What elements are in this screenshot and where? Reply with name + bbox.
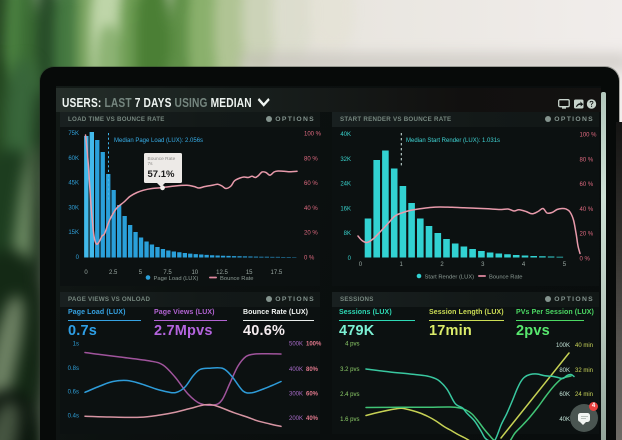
- svg-text:100 %: 100 %: [304, 132, 322, 138]
- svg-text:0.6s: 0.6s: [68, 390, 79, 396]
- svg-text:60 %: 60 %: [304, 181, 318, 187]
- svg-text:3.2 pvs: 3.2 pvs: [340, 367, 359, 373]
- svg-text:2.5: 2.5: [109, 270, 118, 276]
- svg-text:40K: 40K: [559, 417, 570, 423]
- svg-text:0 %: 0 %: [304, 256, 315, 262]
- svg-text:1.6 pvs: 1.6 pvs: [340, 417, 359, 423]
- svg-text:24K: 24K: [340, 182, 351, 188]
- svg-text:7.5: 7.5: [163, 270, 172, 276]
- svg-text:80K: 80K: [559, 368, 570, 374]
- svg-text:40 %: 40 %: [580, 207, 594, 213]
- svg-text:10: 10: [191, 270, 198, 276]
- svg-text:0: 0: [348, 256, 352, 262]
- svg-text:5: 5: [563, 262, 567, 268]
- svg-text:500K: 500K: [289, 342, 303, 348]
- svg-text:100 %: 100 %: [580, 133, 598, 139]
- svg-text:8K: 8K: [344, 231, 351, 237]
- svg-text:75K: 75K: [68, 131, 79, 137]
- svg-text:400K: 400K: [289, 367, 303, 373]
- svg-text:300K: 300K: [289, 392, 303, 398]
- svg-text:0.8s: 0.8s: [68, 366, 79, 372]
- svg-text:60K: 60K: [559, 392, 570, 398]
- svg-text:80 %: 80 %: [304, 156, 318, 162]
- svg-text:4: 4: [522, 262, 526, 268]
- svg-text:40K: 40K: [340, 132, 351, 138]
- svg-text:Median Start Render (LUX): 1.0: Median Start Render (LUX): 1.031s: [406, 138, 500, 144]
- svg-text:0: 0: [76, 255, 80, 261]
- svg-text:1: 1: [400, 262, 404, 268]
- svg-text:Page Load (LUX): Page Load (LUX): [154, 276, 199, 282]
- svg-text:2: 2: [440, 262, 444, 268]
- svg-text:15K: 15K: [68, 230, 79, 236]
- svg-text:30K: 30K: [68, 205, 79, 211]
- svg-text:32 min: 32 min: [575, 368, 593, 374]
- svg-text:Bounce Rate: Bounce Rate: [220, 276, 254, 282]
- svg-text:Bounce Rate: Bounce Rate: [489, 275, 523, 281]
- svg-text:3: 3: [481, 262, 485, 268]
- svg-text:12.5: 12.5: [216, 270, 228, 276]
- svg-text:4 pvs: 4 pvs: [345, 342, 359, 348]
- svg-text:60K: 60K: [68, 156, 79, 162]
- svg-text:100%: 100%: [306, 342, 322, 348]
- svg-text:40%: 40%: [306, 416, 319, 422]
- svg-text:2.4 pvs: 2.4 pvs: [340, 392, 359, 398]
- svg-text:32K: 32K: [340, 157, 351, 163]
- svg-text:45K: 45K: [68, 181, 79, 187]
- svg-text:0 %: 0 %: [580, 257, 591, 263]
- svg-text:60 %: 60 %: [580, 182, 594, 188]
- svg-text:Start Render (LUX): Start Render (LUX): [425, 275, 475, 281]
- svg-text:80%: 80%: [306, 367, 319, 373]
- svg-text:16K: 16K: [340, 206, 351, 212]
- svg-text:20 %: 20 %: [304, 231, 318, 237]
- svg-text:24 min: 24 min: [575, 392, 593, 398]
- svg-text:100K: 100K: [556, 343, 570, 349]
- svg-text:5: 5: [139, 270, 143, 276]
- svg-text:20 %: 20 %: [580, 232, 594, 238]
- svg-text:60%: 60%: [306, 392, 319, 398]
- svg-text:80 %: 80 %: [580, 157, 594, 163]
- svg-text:200K: 200K: [289, 416, 303, 422]
- svg-text:Median Page Load (LUX): 2.056s: Median Page Load (LUX): 2.056s: [114, 138, 203, 144]
- svg-text:40 min: 40 min: [575, 343, 593, 349]
- svg-text:15: 15: [246, 270, 253, 276]
- svg-text:0: 0: [359, 262, 363, 268]
- svg-text:1s: 1s: [73, 342, 79, 348]
- svg-text:0.4s: 0.4s: [68, 414, 79, 420]
- svg-text:0: 0: [84, 270, 88, 276]
- svg-text:40 %: 40 %: [304, 206, 318, 212]
- svg-text:17.5: 17.5: [271, 270, 283, 276]
